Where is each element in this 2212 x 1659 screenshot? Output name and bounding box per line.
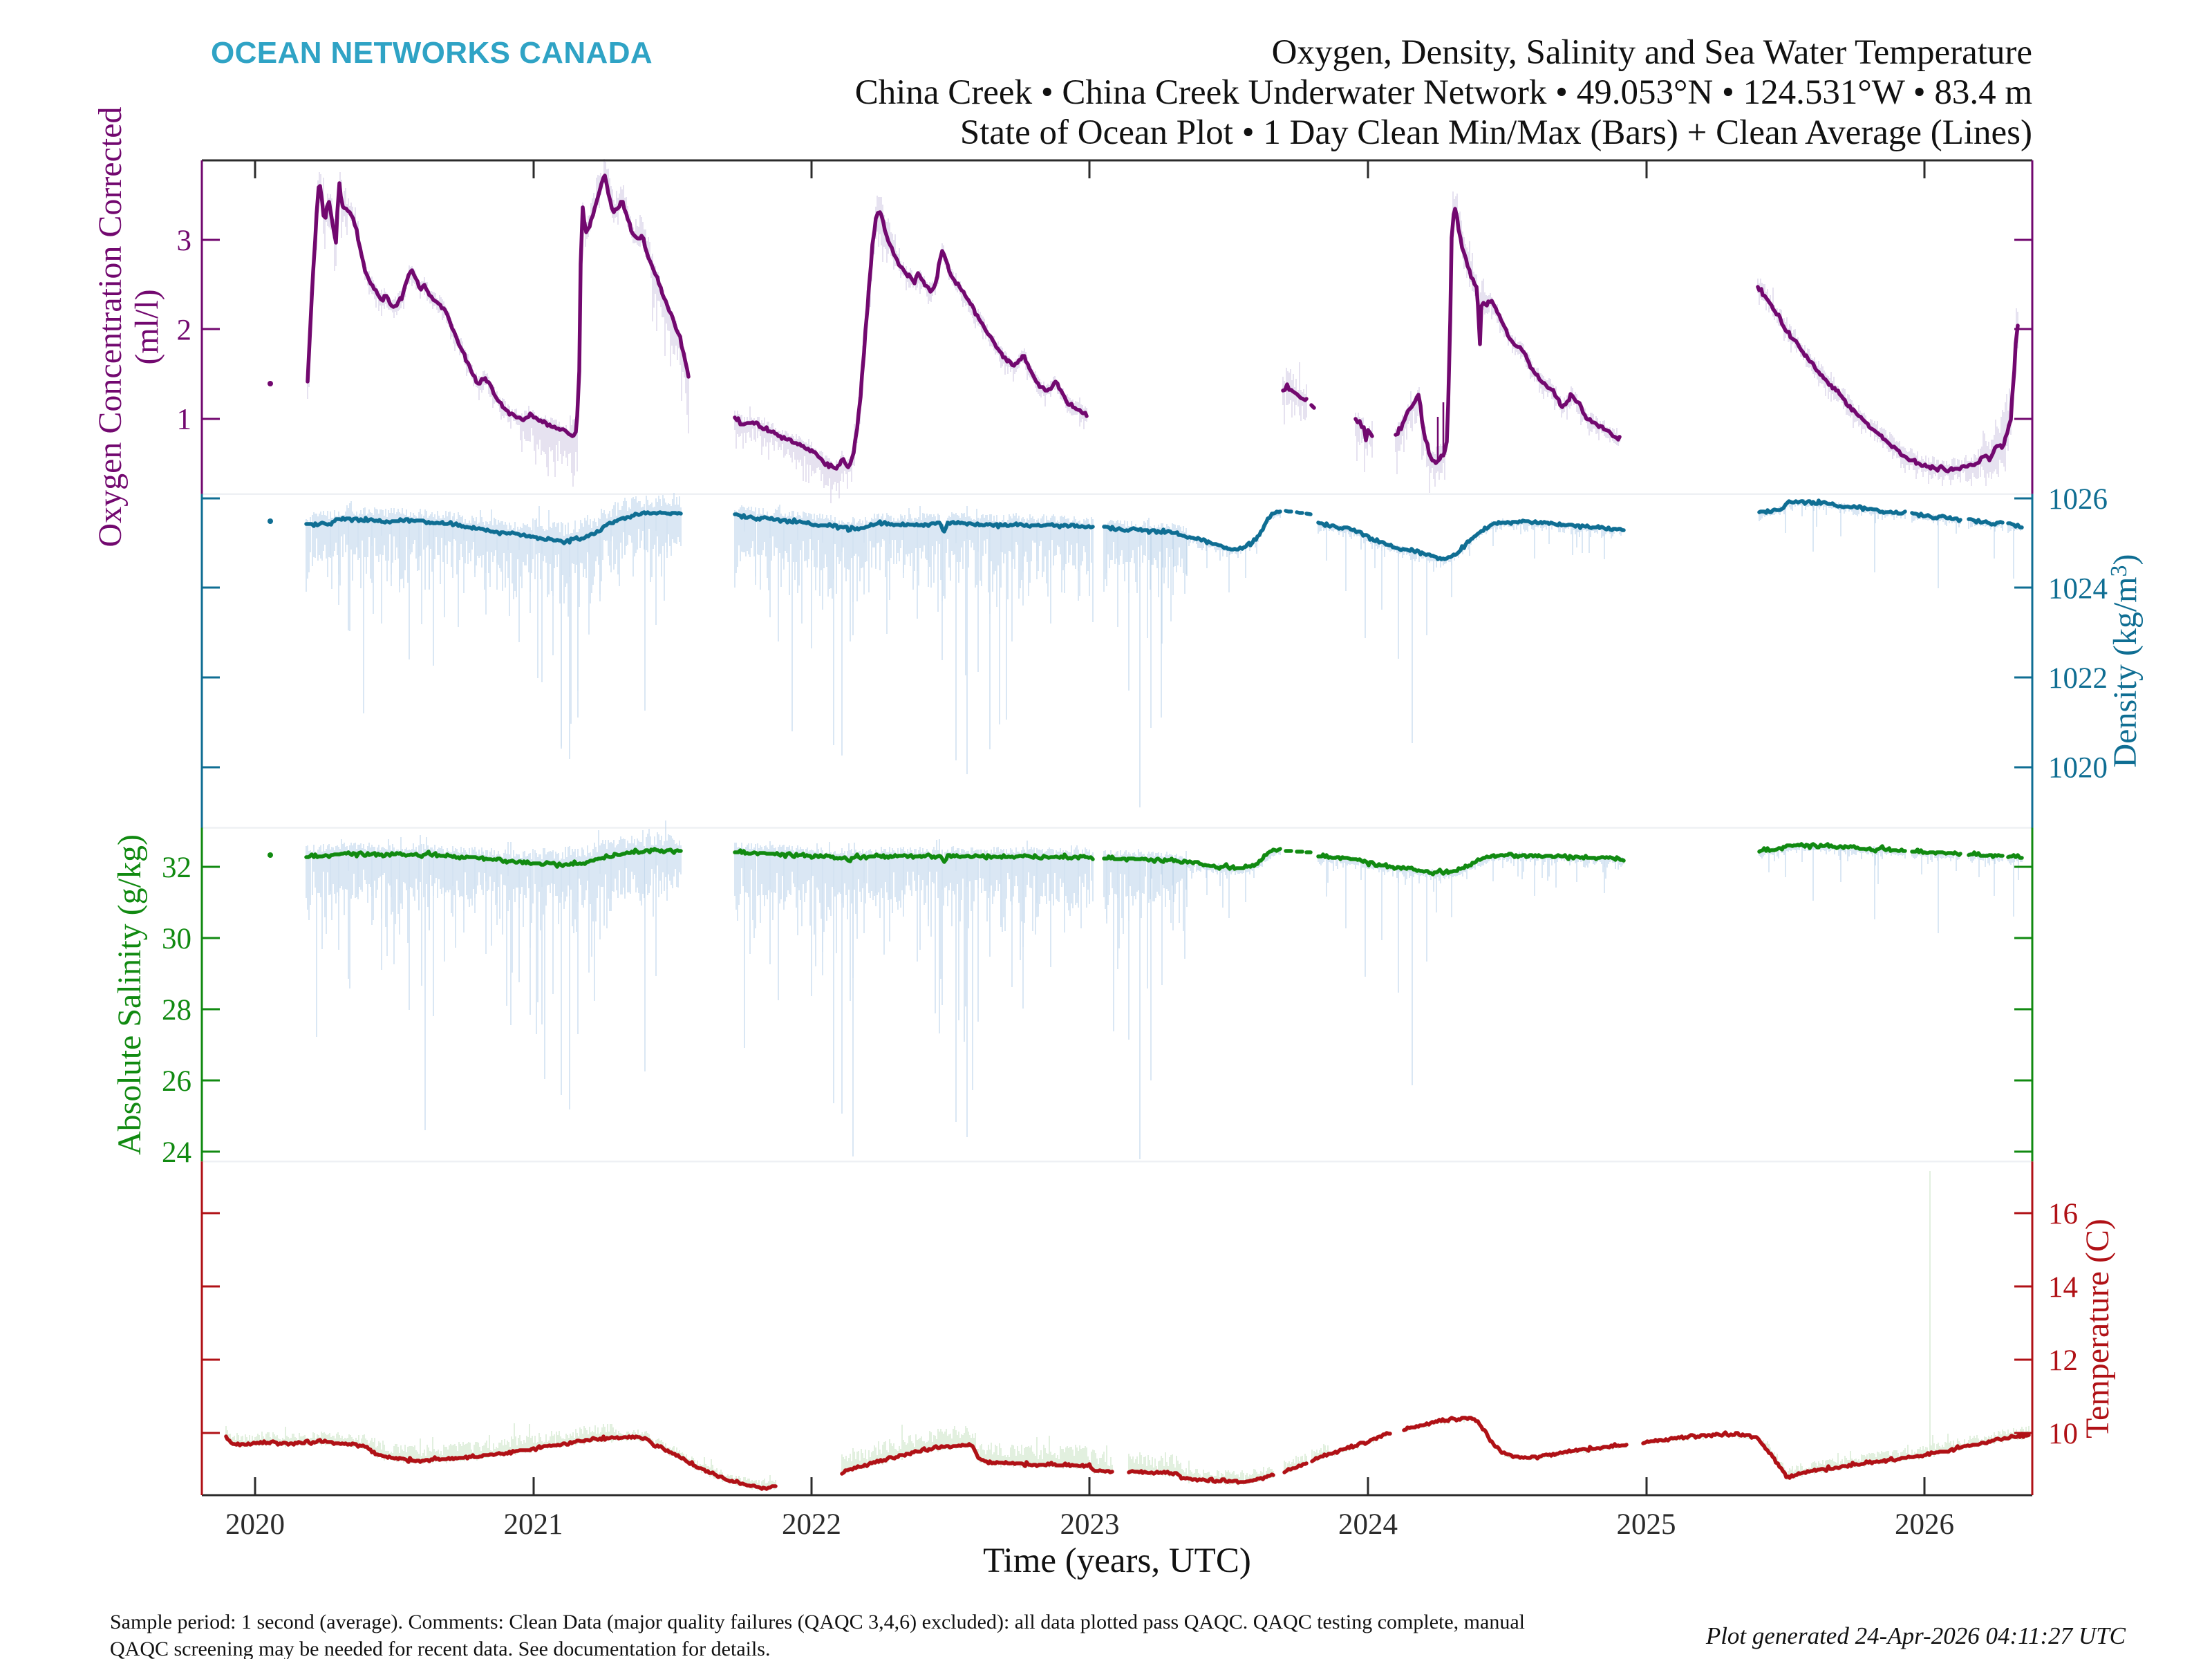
- svg-text:Oxygen Concentration Corrected: Oxygen Concentration Corrected: [92, 106, 129, 547]
- svg-text:Plot generated 24-Apr-2026 04:: Plot generated 24-Apr-2026 04:11:27 UTC: [1705, 1622, 2126, 1649]
- svg-text:1026: 1026: [2048, 483, 2108, 516]
- svg-text:1020: 1020: [2048, 752, 2108, 785]
- svg-text:Temperature (C): Temperature (C): [2079, 1219, 2116, 1438]
- svg-text:OCEAN NETWORKS CANADA: OCEAN NETWORKS CANADA: [211, 36, 653, 70]
- svg-text:1024: 1024: [2048, 573, 2108, 606]
- svg-text:16: 16: [2048, 1198, 2078, 1230]
- svg-text:Oxygen, Density, Salinity and: Oxygen, Density, Salinity and Sea Water …: [1272, 33, 2032, 72]
- svg-text:14: 14: [2048, 1271, 2078, 1304]
- svg-text:30: 30: [162, 923, 191, 955]
- svg-text:2026: 2026: [1895, 1508, 1954, 1541]
- svg-text:China Creek • China Creek Unde: China Creek • China Creek Underwater Net…: [855, 73, 2032, 112]
- svg-text:QAQC screening may be needed f: QAQC screening may be needed for recent …: [110, 1638, 770, 1659]
- svg-text:24: 24: [162, 1136, 191, 1169]
- svg-text:2023: 2023: [1060, 1508, 1120, 1541]
- svg-text:2025: 2025: [1617, 1508, 1676, 1541]
- svg-text:Time (years, UTC): Time (years, UTC): [983, 1541, 1251, 1580]
- svg-text:2022: 2022: [782, 1508, 841, 1541]
- svg-text:3: 3: [177, 225, 192, 257]
- svg-text:2020: 2020: [225, 1508, 285, 1541]
- svg-text:2: 2: [177, 314, 192, 346]
- svg-text:2024: 2024: [1338, 1508, 1398, 1541]
- svg-text:2021: 2021: [504, 1508, 563, 1541]
- svg-text:32: 32: [162, 852, 191, 884]
- svg-text:28: 28: [162, 994, 191, 1027]
- svg-text:12: 12: [2048, 1344, 2078, 1377]
- svg-text:Density (kg/m3): Density (kg/m3): [2106, 554, 2144, 768]
- svg-text:10: 10: [2048, 1418, 2078, 1450]
- svg-text:(ml/l): (ml/l): [129, 289, 165, 364]
- svg-text:Sample period: 1 second (avera: Sample period: 1 second (average). Comme…: [110, 1611, 1525, 1633]
- svg-text:State of Ocean Plot • 1 Day Cl: State of Ocean Plot • 1 Day Clean Min/Ma…: [960, 113, 2032, 152]
- svg-text:1022: 1022: [2048, 662, 2108, 695]
- svg-text:26: 26: [162, 1065, 191, 1098]
- svg-text:1: 1: [177, 404, 192, 436]
- svg-text:Absolute Salinity (g/kg): Absolute Salinity (g/kg): [111, 834, 148, 1155]
